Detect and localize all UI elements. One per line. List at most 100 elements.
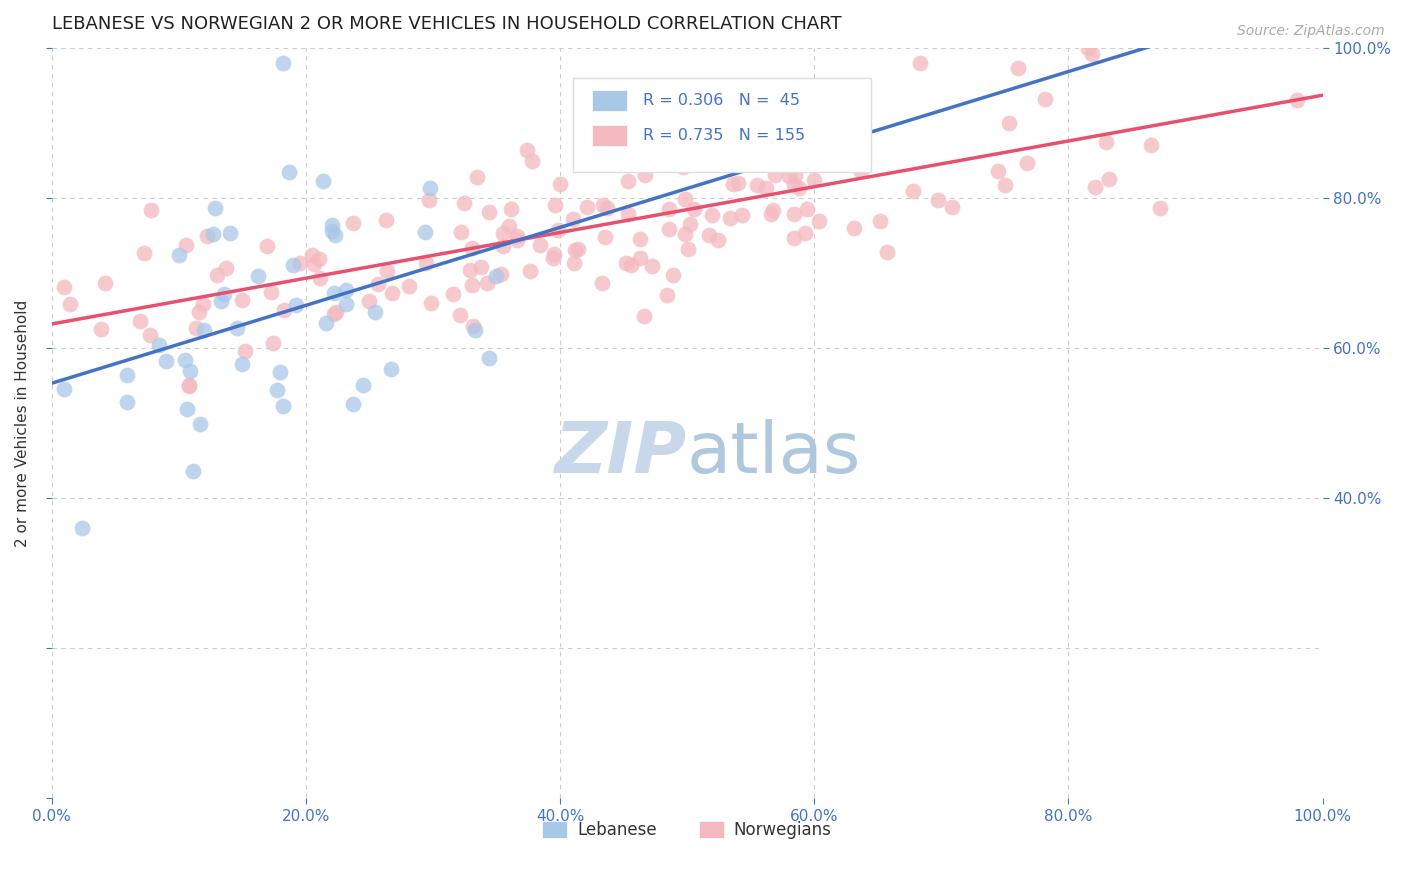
Legend: Lebanese, Norwegians: Lebanese, Norwegians [536, 814, 838, 846]
Point [321, 224, 343, 238]
Point [994, 178, 1017, 192]
Point [115, 395, 138, 409]
Point [606, 139, 628, 153]
Point [273, 56, 295, 70]
Point [679, 156, 702, 170]
Point [941, 200, 963, 214]
Point [763, 168, 786, 182]
Point [233, 343, 256, 358]
Point [449, 309, 471, 323]
Point [799, 155, 821, 169]
FancyBboxPatch shape [592, 90, 627, 111]
Point [461, 241, 484, 255]
Point [762, 202, 785, 217]
Point [697, 228, 720, 243]
Point [139, 203, 162, 218]
Point [1095, 135, 1118, 149]
Point [375, 213, 398, 227]
Point [658, 222, 681, 236]
Point [620, 258, 643, 272]
Text: LEBANESE VS NORWEGIAN 2 OR MORE VEHICLES IN HOUSEHOLD CORRELATION CHART: LEBANESE VS NORWEGIAN 2 OR MORE VEHICLES… [52, 15, 841, 33]
Point [562, 256, 585, 270]
Point [202, 227, 225, 242]
Point [745, 178, 768, 192]
Point [1098, 172, 1121, 186]
Point [1017, 155, 1039, 169]
Point [903, 184, 925, 198]
Point [592, 197, 614, 211]
Point [231, 357, 253, 371]
Point [90, 322, 112, 336]
Point [682, 202, 704, 217]
Point [342, 216, 364, 230]
Point [415, 256, 437, 270]
Point [783, 206, 806, 220]
Point [461, 318, 484, 333]
Point [129, 313, 152, 327]
Point [323, 307, 346, 321]
Point [783, 178, 806, 193]
Point [117, 368, 139, 382]
Point [465, 170, 488, 185]
Point [174, 353, 197, 368]
Point [322, 285, 344, 300]
Point [256, 239, 278, 253]
Point [301, 248, 323, 262]
Point [759, 207, 782, 221]
Point [499, 202, 522, 216]
Text: R = 0.735   N = 155: R = 0.735 N = 155 [643, 128, 804, 143]
Point [174, 237, 197, 252]
Point [662, 268, 685, 283]
Point [315, 316, 337, 330]
Point [796, 202, 818, 216]
Point [756, 123, 779, 137]
Point [778, 169, 800, 183]
Point [702, 208, 724, 222]
Point [262, 335, 284, 350]
Point [381, 286, 404, 301]
Point [821, 136, 844, 151]
Point [544, 198, 567, 212]
Point [420, 295, 443, 310]
Point [193, 323, 215, 337]
Point [543, 247, 565, 261]
Point [830, 148, 852, 162]
Point [686, 119, 709, 133]
Point [783, 231, 806, 245]
Point [516, 143, 538, 157]
Point [849, 164, 872, 178]
Point [418, 193, 440, 207]
Point [591, 276, 613, 290]
Point [281, 258, 304, 272]
Point [271, 399, 294, 413]
Point [815, 152, 838, 166]
Point [398, 279, 420, 293]
Point [176, 402, 198, 417]
Point [367, 277, 389, 292]
Point [634, 169, 657, 183]
Point [380, 362, 402, 376]
Y-axis label: 2 or more Vehicles in Household: 2 or more Vehicles in Household [15, 300, 30, 547]
Point [72, 521, 94, 535]
Point [470, 260, 492, 274]
Point [550, 178, 572, 192]
Point [803, 173, 825, 187]
Point [727, 176, 749, 190]
Point [308, 270, 330, 285]
Point [59, 296, 82, 310]
Point [177, 379, 200, 393]
Point [269, 365, 291, 379]
Text: Source: ZipAtlas.com: Source: ZipAtlas.com [1237, 24, 1385, 38]
Point [342, 397, 364, 411]
Point [278, 165, 301, 179]
Point [308, 252, 330, 267]
Point [673, 227, 696, 241]
Point [205, 268, 228, 282]
Point [492, 226, 515, 240]
Point [359, 293, 381, 308]
Point [209, 293, 232, 308]
Text: ZIP: ZIP [555, 418, 688, 488]
Point [219, 226, 242, 240]
Point [673, 192, 696, 206]
Point [304, 256, 326, 270]
